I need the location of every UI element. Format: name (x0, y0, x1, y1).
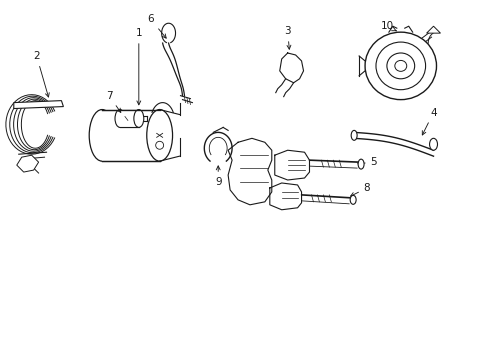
Polygon shape (102, 109, 160, 161)
Polygon shape (274, 150, 309, 180)
Ellipse shape (349, 195, 355, 204)
Text: 5: 5 (357, 157, 377, 167)
Text: 2: 2 (33, 51, 49, 97)
Ellipse shape (350, 130, 356, 140)
Ellipse shape (375, 42, 425, 90)
Ellipse shape (89, 109, 115, 161)
Ellipse shape (115, 109, 124, 127)
Polygon shape (228, 138, 271, 205)
Ellipse shape (146, 109, 172, 161)
Text: 7: 7 (105, 91, 121, 112)
Text: 4: 4 (422, 108, 436, 135)
Text: 10: 10 (380, 21, 395, 31)
Text: 8: 8 (350, 183, 369, 196)
Text: 3: 3 (284, 26, 290, 49)
Polygon shape (426, 26, 440, 33)
Polygon shape (14, 100, 63, 109)
Polygon shape (120, 109, 139, 127)
Text: 6: 6 (147, 14, 166, 38)
Text: 9: 9 (214, 166, 221, 187)
Ellipse shape (394, 60, 406, 71)
Ellipse shape (386, 53, 414, 79)
Ellipse shape (357, 159, 364, 169)
Polygon shape (269, 183, 301, 210)
Ellipse shape (365, 32, 436, 100)
Text: 1: 1 (135, 28, 142, 105)
Polygon shape (17, 155, 39, 172)
Polygon shape (279, 53, 303, 83)
Ellipse shape (428, 138, 437, 150)
Ellipse shape (134, 109, 143, 127)
